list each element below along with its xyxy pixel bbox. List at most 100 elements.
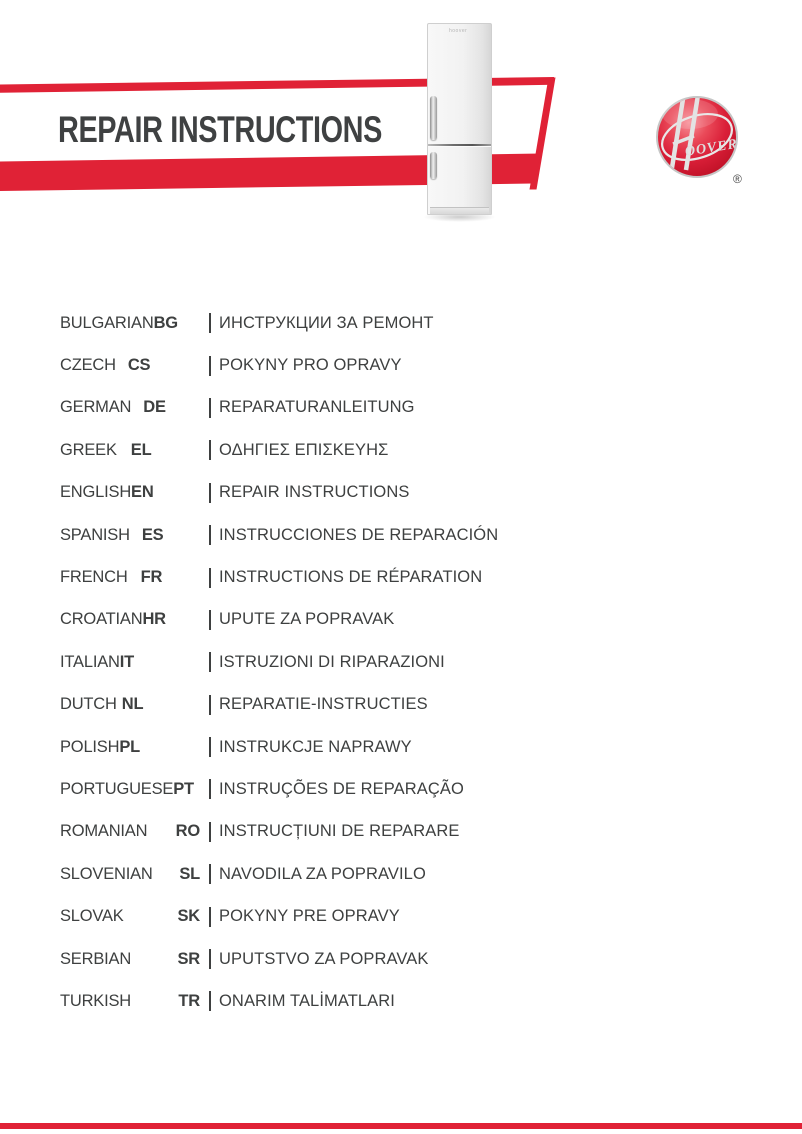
- translation-text: INSTRUKCJE NAPRAWY: [219, 737, 412, 756]
- language-row: TURKISH TR ONARIM TALİMATLARI: [60, 980, 580, 1022]
- fridge-body: hoover: [427, 23, 492, 215]
- language-cell: TURKISH TR: [60, 992, 209, 1011]
- separator-bar: [209, 567, 211, 588]
- separator-bar: [209, 991, 211, 1012]
- language-cell: SLOVAK SK: [60, 907, 209, 926]
- separator-bar: [209, 864, 211, 885]
- language-cell: PORTUGUESE PT: [60, 780, 209, 799]
- language-cell: SERBIAN SR: [60, 950, 209, 969]
- language-name: GERMAN: [60, 398, 132, 417]
- separator-bar: [209, 652, 211, 673]
- language-name: ENGLISH: [60, 483, 132, 502]
- fridge-bottom-handle: [430, 152, 437, 179]
- language-row: BULGARIAN BG ИНСТРУКЦИИ ЗА РЕМОНТ: [60, 302, 580, 344]
- language-code: FR: [140, 568, 163, 587]
- fridge-top-handle: [430, 96, 437, 140]
- translation-text: UPUTE ZA POPRAVAK: [219, 610, 395, 629]
- language-row: FRENCH FR INSTRUCTIONS DE RÉPARATION: [60, 556, 580, 598]
- language-code: SR: [177, 949, 200, 968]
- language-name: GREEK: [60, 440, 117, 459]
- language-code: NL: [121, 695, 144, 714]
- language-row: SLOVAK SK POKYNY PRE OPRAVY: [60, 895, 580, 937]
- fridge-plinth: [430, 207, 489, 214]
- language-code: RO: [175, 822, 201, 841]
- fridge-brand-label: hoover: [449, 28, 468, 34]
- translation-text: INSTRUÇÕES DE REPARAÇÃO: [219, 779, 464, 798]
- language-name: CZECH: [60, 356, 116, 375]
- translation-text: POKYNY PRO OPRAVY: [219, 356, 402, 375]
- translation-text: INSTRUCCIONES DE REPARACIÓN: [219, 525, 499, 544]
- language-name: POLISH: [60, 737, 120, 756]
- language-code: PT: [173, 779, 194, 798]
- separator-bar: [209, 355, 211, 376]
- language-cell: GERMAN DE: [60, 398, 209, 417]
- logo-red-circle: [656, 96, 738, 178]
- language-name: BULGARIAN: [60, 313, 154, 332]
- fridge-shadow: [423, 212, 496, 222]
- language-cell: GREEK EL: [60, 441, 209, 460]
- ribbon-thin-top-bar: [0, 77, 554, 93]
- language-name: PORTUGUESE: [60, 779, 174, 798]
- language-row: CZECH CS POKYNY PRO OPRAVY: [60, 344, 580, 386]
- logo-oval-ring: [661, 113, 733, 161]
- fridge-door-divider: [428, 144, 491, 146]
- language-row: PORTUGUESE PT INSTRUÇÕES DE REPARAÇÃO: [60, 768, 580, 810]
- language-row: ENGLISH EN REPAIR INSTRUCTIONS: [60, 472, 580, 514]
- language-cell: ITALIAN IT: [60, 653, 209, 672]
- language-cell: DUTCH NL: [60, 695, 209, 714]
- language-row: SPANISH ES INSTRUCCIONES DE REPARACIÓN: [60, 514, 580, 556]
- translation-text: ISTRUZIONI DI RIPARAZIONI: [219, 652, 445, 671]
- fridge-image: hoover: [423, 23, 496, 222]
- separator-bar: [209, 821, 211, 842]
- language-cell: POLISH PL: [60, 738, 209, 757]
- language-list: BULGARIAN BG ИНСТРУКЦИИ ЗА РЕМОНТ CZECH …: [60, 302, 580, 1023]
- language-row: CROATIAN HR UPUTE ZA POPRAVAK: [60, 599, 580, 641]
- language-name: FRENCH: [60, 568, 128, 587]
- translation-text: REPARATIE-INSTRUCTIES: [219, 695, 428, 714]
- language-code: SK: [177, 907, 200, 926]
- language-row: SERBIAN SR UPUTSTVO ZA POPRAVAK: [60, 938, 580, 980]
- language-name: DUTCH: [60, 695, 117, 714]
- language-row: DUTCH NL REPARATIE-INSTRUCTIES: [60, 684, 580, 726]
- translation-text: INSTRUCȚIUNI DE REPARARE: [219, 822, 460, 841]
- separator-bar: [209, 949, 211, 970]
- language-code: EL: [130, 440, 152, 459]
- language-code: TR: [178, 991, 200, 1010]
- red-ribbon-banner: [0, 77, 556, 191]
- language-code: DE: [143, 398, 166, 417]
- separator-bar: [209, 694, 211, 715]
- translation-text: ИНСТРУКЦИИ ЗА РЕМОНТ: [219, 313, 434, 332]
- language-row: ITALIAN IT ISTRUZIONI DI RIPARAZIONI: [60, 641, 580, 683]
- language-cell: CROATIAN HR: [60, 610, 209, 629]
- ribbon-thick-bottom-bar: [0, 153, 541, 191]
- separator-bar: [209, 313, 211, 334]
- separator-bar: [209, 440, 211, 461]
- page-title: REPAIR INSTRUCTIONS: [58, 109, 382, 150]
- language-code: IT: [119, 652, 134, 671]
- language-name: TURKISH: [60, 991, 132, 1010]
- separator-bar: [209, 779, 211, 800]
- translation-text: ONARIM TALİMATLARI: [219, 991, 395, 1010]
- language-code: EN: [131, 483, 154, 502]
- translation-text: NAVODILA ZA POPRAVILO: [219, 864, 426, 883]
- language-name: SPANISH: [60, 525, 130, 544]
- language-row: GREEK EL ΟΔΗΓΙΕΣ ΕΠΙΣΚΕΥΗΣ: [60, 429, 580, 471]
- separator-bar: [209, 737, 211, 758]
- language-name: SLOVENIAN: [60, 864, 153, 883]
- language-cell: ENGLISH EN: [60, 483, 209, 502]
- hoover-logo: OOVER ®: [656, 96, 742, 186]
- separator-bar: [209, 482, 211, 503]
- language-code: CS: [127, 356, 151, 375]
- logo-h-crossbar: [672, 134, 695, 146]
- translation-text: ΟΔΗΓΙΕΣ ΕΠΙΣΚΕΥΗΣ: [219, 440, 389, 459]
- language-name: CROATIAN: [60, 610, 143, 629]
- separator-bar: [209, 906, 211, 927]
- language-cell: CZECH CS: [60, 356, 209, 375]
- translation-text: REPARATURANLEITUNG: [219, 398, 415, 417]
- language-name: SLOVAK: [60, 907, 124, 926]
- separator-bar: [209, 397, 211, 418]
- language-row: ROMANIAN RO INSTRUCȚIUNI DE REPARARE: [60, 811, 580, 853]
- logo-h-stroke-left: [668, 98, 686, 175]
- language-code: HR: [142, 610, 166, 629]
